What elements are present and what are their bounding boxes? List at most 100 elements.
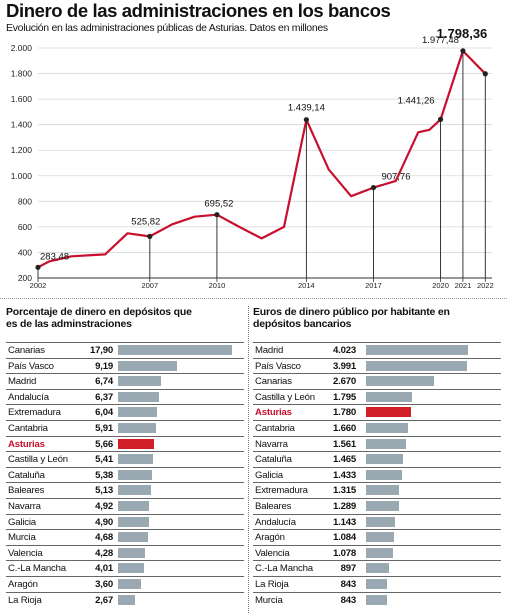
region-name: Andalucía <box>8 391 49 403</box>
y-tick-label: 1.800 <box>11 69 33 79</box>
region-value: 9,19 <box>95 360 113 372</box>
region-name: Asturias <box>255 407 292 419</box>
region-value: 5,41 <box>95 454 113 466</box>
region-value: 4,68 <box>95 532 113 544</box>
table-row: C.-La Mancha 897 <box>253 560 501 577</box>
data-point <box>437 116 444 122</box>
region-name: Cataluña <box>8 469 45 481</box>
region-value: 1.795 <box>332 391 356 403</box>
table-row: Madrid 4.023 <box>253 342 501 359</box>
value-bar <box>366 532 394 543</box>
region-value: 6,37 <box>95 391 113 403</box>
region-name: Canarias <box>8 345 45 356</box>
region-name: País Vasco <box>8 360 54 372</box>
table-row: Navarra 1.561 <box>253 435 501 453</box>
series-line <box>37 49 487 269</box>
region-name: Valencia <box>8 547 43 559</box>
table-row: La Rioja 843 <box>253 576 501 593</box>
value-bar <box>118 376 161 387</box>
region-value: 1.289 <box>332 501 356 512</box>
region-name: Baleares <box>8 485 45 497</box>
region-value: 1.780 <box>332 407 356 419</box>
region-name: Galicia <box>8 516 36 528</box>
data-label: 1.798,36 <box>437 26 488 41</box>
value-bar <box>366 391 412 402</box>
y-tick-label: 800 <box>18 196 32 206</box>
region-value: 5,38 <box>95 469 113 481</box>
x-tick-label: 2002 <box>30 281 47 290</box>
region-name: Extremadura <box>8 407 61 419</box>
region-value: 3,60 <box>95 579 113 590</box>
value-bar <box>366 579 388 589</box>
data-point <box>214 212 220 218</box>
table-row: Aragón 3,60 <box>6 576 244 593</box>
table-row: Murcia 843 <box>253 591 501 609</box>
value-bar <box>118 454 153 465</box>
value-bar <box>366 345 468 355</box>
table-row: Galicia 4,90 <box>6 513 244 531</box>
value-bar <box>118 532 148 543</box>
percent-panel-title: Porcentaje de dinero en depósitos que es… <box>6 306 192 330</box>
region-value: 4,90 <box>95 516 113 528</box>
region-name: Galicia <box>255 469 283 481</box>
region-name: Aragón <box>255 532 285 544</box>
table-row: Valencia 1.078 <box>253 544 501 562</box>
region-value: 1.433 <box>332 469 356 481</box>
region-name: Madrid <box>8 376 37 388</box>
value-bar <box>118 501 150 511</box>
x-tick-label: 2017 <box>365 281 382 290</box>
region-value: 1.561 <box>332 438 356 450</box>
x-tick-label: 2020 <box>432 281 449 290</box>
y-tick-label: 1.600 <box>11 94 33 104</box>
table-row: País Vasco 9,19 <box>6 357 244 375</box>
region-name: Castilla y León <box>8 454 68 466</box>
data-point <box>35 264 41 270</box>
region-name: Andalucía <box>255 516 296 528</box>
region-name: Baleares <box>255 501 292 512</box>
per-capita-panel-title: Euros de dinero público por habitante en… <box>253 306 450 330</box>
table-row: Baleares 5,13 <box>6 482 244 499</box>
region-name: Murcia <box>8 532 36 544</box>
region-value: 1.143 <box>332 516 356 528</box>
value-bar <box>366 360 468 371</box>
region-value: 17,90 <box>89 345 113 356</box>
region-value: 4,92 <box>95 501 113 512</box>
value-bar <box>118 360 177 371</box>
value-bar <box>366 454 404 465</box>
region-name: C.-La Mancha <box>255 563 313 575</box>
y-tick-label: 1.000 <box>11 171 33 181</box>
region-name: Madrid <box>255 345 284 356</box>
line-chart: 200 400 600 800 1.000 1.200 1.400 1.600 1.800 2.0… <box>11 26 494 290</box>
table-row: Madrid 6,74 <box>6 373 244 390</box>
data-label: 1.441,26 <box>398 95 435 106</box>
region-value: 2,67 <box>95 594 113 606</box>
region-name: La Rioja <box>255 579 289 590</box>
x-tick-label: 2022 <box>477 281 494 290</box>
value-bar <box>118 423 156 433</box>
region-value: 1.660 <box>332 423 356 434</box>
region-value: 1.078 <box>332 547 356 559</box>
region-name: Cantabria <box>8 423 48 434</box>
table-row: Valencia 4,28 <box>6 544 244 562</box>
table-row: Castilla y León 5,41 <box>6 451 244 468</box>
region-value: 4.023 <box>332 345 356 356</box>
value-bar <box>366 438 406 449</box>
region-value: 5,91 <box>95 423 113 434</box>
region-value: 843 <box>340 579 357 590</box>
region-name: Castilla y León <box>255 391 315 403</box>
region-name: Cantabria <box>255 423 295 434</box>
y-tick-label: 1.200 <box>11 145 33 155</box>
data-point <box>370 184 377 191</box>
table-row: Baleares 1.289 <box>253 498 501 515</box>
table-row: Andalucía 1.143 <box>253 513 501 531</box>
value-bar <box>118 407 157 418</box>
table-row: Cataluña 1.465 <box>253 451 501 468</box>
data-point <box>303 117 309 123</box>
value-bar <box>118 485 151 496</box>
x-tick-label: 2021 <box>455 281 472 290</box>
table-row: País Vasco 3.991 <box>253 357 501 375</box>
region-name: País Vasco <box>255 360 301 372</box>
data-point <box>147 233 153 239</box>
region-name: Murcia <box>255 594 283 606</box>
region-name: Asturias <box>8 438 45 450</box>
